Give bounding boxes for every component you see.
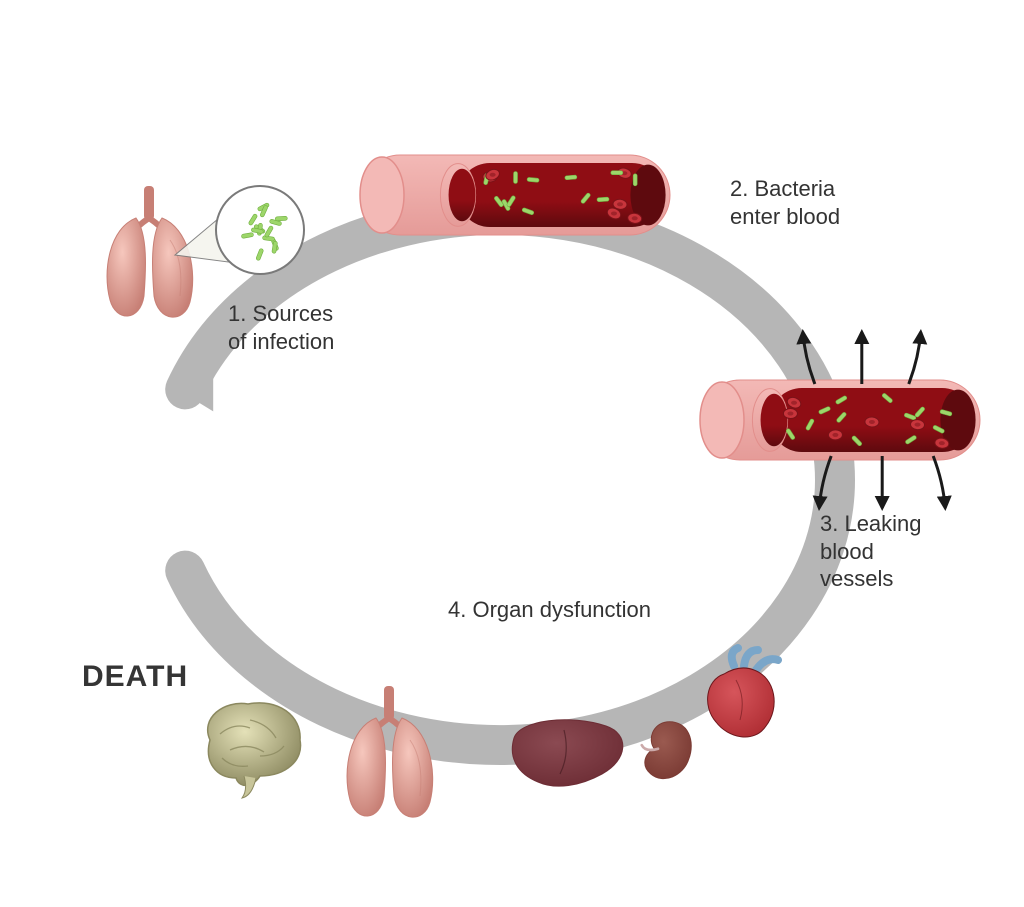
step-label-2: 2. Bacteria enter blood bbox=[730, 175, 840, 230]
death-label: DEATH bbox=[82, 660, 188, 694]
diagram-stage: Sepsis DEATH 1. Sources of infection2. B… bbox=[0, 0, 1024, 907]
diagram-canvas bbox=[0, 0, 1024, 907]
step-label-1: 1. Sources of infection bbox=[228, 300, 334, 355]
step-label-3: 3. Leaking blood vessels bbox=[820, 510, 922, 593]
step-label-4: 4. Organ dysfunction bbox=[448, 596, 651, 624]
vessel-top bbox=[360, 155, 670, 235]
